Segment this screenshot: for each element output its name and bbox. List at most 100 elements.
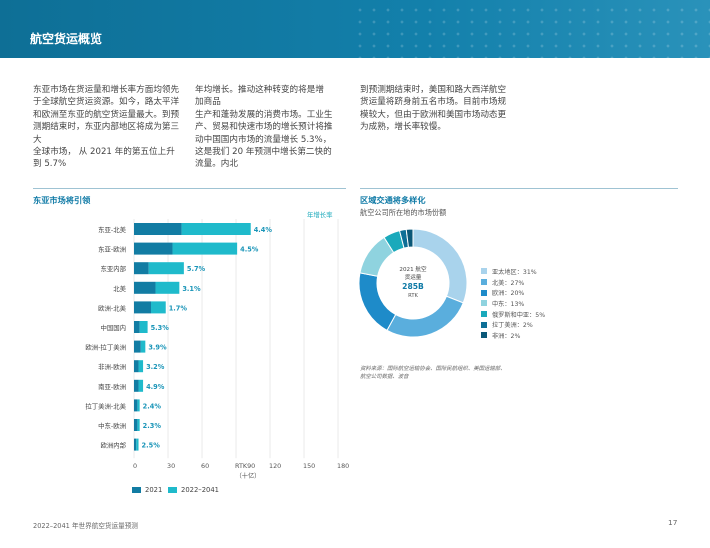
x-tick-label: 180	[337, 462, 349, 470]
bar-forecast	[148, 262, 184, 275]
legend-swatch	[481, 268, 487, 275]
growth-rate-label: 2.3%	[143, 422, 162, 430]
category-label: 欧洲内部	[100, 441, 126, 450]
bar-2021	[134, 262, 149, 275]
legend-label: 北美：27%	[492, 279, 525, 287]
legend-item: 拉丁美洲：2%	[481, 319, 545, 330]
legend-item: 欧洲：20%	[481, 287, 545, 298]
x-tick-label: RTK90	[235, 462, 255, 470]
page-number: 17	[668, 518, 678, 527]
legend-label: 欧洲：20%	[492, 290, 525, 298]
x-tick-label: 30	[167, 462, 175, 470]
donut-slice	[386, 295, 464, 338]
legend-label: 2021	[145, 486, 163, 494]
growth-rate-label: 3.9%	[148, 344, 167, 352]
legend-item: 亚太地区：31%	[481, 266, 545, 277]
category-label: 东亚-欧洲	[98, 245, 126, 254]
category-label: 中国国内	[100, 323, 126, 332]
legend-swatch	[481, 321, 487, 328]
bar-forecast	[140, 340, 146, 353]
legend-label: 非洲：2%	[492, 332, 521, 340]
category-label: 北美	[113, 284, 126, 293]
growth-rate-label: 3.2%	[146, 363, 165, 371]
page-title: 航空货运概览	[30, 32, 103, 46]
bar-2021	[134, 419, 138, 431]
text-column-1: 东亚市场在货运量和增长率方面均领先 于全球航空货运资源。如今，路太平洋 和欧洲至…	[33, 85, 180, 170]
category-label: 中东-欧洲	[98, 421, 126, 430]
donut-center-line2: 货运量	[405, 273, 422, 281]
text-column-3: 到预测期结束时，美国和路大西洋航空 货运量将跻身前五名市场。目前市场规 模较大，…	[360, 85, 507, 133]
bar-forecast	[155, 281, 180, 294]
bar-2021	[134, 281, 156, 294]
donut-center-line1: 2021 航空	[399, 265, 427, 273]
bar-legend-2021: 2021	[132, 486, 162, 494]
category-label: 东亚内部	[100, 264, 126, 273]
right-section-title: 区域交通将多样化	[360, 195, 426, 205]
right-section-subtitle: 航空公司所在地的市场份额	[360, 208, 447, 217]
bar-2021	[134, 340, 141, 353]
legend-swatch	[481, 279, 487, 286]
bar-forecast	[172, 242, 238, 255]
bar-2021	[134, 242, 173, 255]
x-tick-label: 150	[303, 462, 315, 470]
bar-forecast	[137, 399, 140, 412]
legend-swatch	[481, 311, 487, 318]
x-tick-label: 60	[201, 462, 209, 470]
bar-2021	[134, 438, 137, 451]
x-tick-label: 0	[133, 462, 137, 470]
growth-rate-label: 3.1%	[182, 285, 201, 293]
bar-2021	[134, 321, 140, 333]
bar-2021	[134, 223, 182, 235]
growth-rate-label: 2.4%	[143, 402, 162, 410]
left-section-title: 东亚市场将引领	[33, 195, 91, 205]
bar-forecast	[138, 360, 144, 373]
page-header: 航空货运概览	[0, 0, 710, 58]
donut-legend: 亚太地区：31% 北美：27% 欧洲：20% 中东：13% 俄罗斯和中亚：5% …	[481, 266, 545, 341]
legend-swatch	[132, 487, 141, 493]
bar-forecast	[139, 321, 148, 333]
growth-rate-label: 4.9%	[146, 383, 165, 391]
category-label: 欧洲-北美	[98, 303, 126, 312]
donut-center-unit: RTK	[408, 293, 418, 299]
donut-slice	[358, 272, 397, 332]
growth-rate-label: 1.7%	[169, 304, 188, 312]
donut-slice	[412, 228, 468, 304]
legend-label: 拉丁美洲：2%	[492, 322, 533, 330]
left-section-rule	[33, 188, 346, 189]
growth-rate-label: 4.5%	[240, 246, 259, 254]
bar-legend-forecast: 2022–2041	[168, 486, 219, 494]
right-section-rule	[360, 188, 678, 189]
growth-rate-label: 2.5%	[142, 442, 161, 450]
legend-item: 非洲：2%	[481, 330, 545, 341]
source-note: 资料来源：国际航空运输协会、国际民航组织、美国运输部、航空公司数据、波音	[360, 366, 506, 380]
text-column-2: 年均增长。推动这种转变的将是增 加商品 生产和蓬勃发展的消费市场。工业生 产、贸…	[195, 85, 333, 170]
legend-label: 2022–2041	[181, 486, 219, 494]
legend-swatch	[481, 289, 487, 296]
legend-swatch	[481, 300, 487, 307]
category-label: 拉丁美洲-北美	[85, 401, 126, 410]
donut-center-value: 285B	[402, 282, 424, 291]
category-label: 欧洲-拉丁美洲	[85, 343, 126, 352]
legend-swatch	[481, 332, 487, 339]
legend-label: 俄罗斯和中亚：5%	[492, 311, 546, 319]
growth-rate-header: 年增长率	[307, 210, 333, 219]
bar-forecast	[151, 301, 166, 314]
bar-forecast	[138, 379, 144, 392]
bar-forecast	[181, 223, 251, 235]
growth-rate-label: 5.7%	[187, 265, 206, 273]
category-label: 非洲-欧洲	[98, 362, 126, 371]
growth-rate-label: 5.3%	[151, 324, 170, 332]
x-axis-unit: （十亿）	[236, 472, 261, 480]
legend-item: 俄罗斯和中亚：5%	[481, 309, 545, 320]
bar-forecast	[137, 419, 140, 431]
bar-2021	[134, 399, 138, 412]
bar-forecast	[136, 438, 139, 451]
bar-2021	[134, 379, 139, 392]
donut-slice	[405, 228, 414, 248]
category-label: 南亚-欧洲	[98, 382, 126, 391]
category-label: 东亚-北美	[98, 225, 126, 234]
growth-rate-label: 4.4%	[254, 226, 273, 234]
bar-2021	[134, 360, 139, 373]
